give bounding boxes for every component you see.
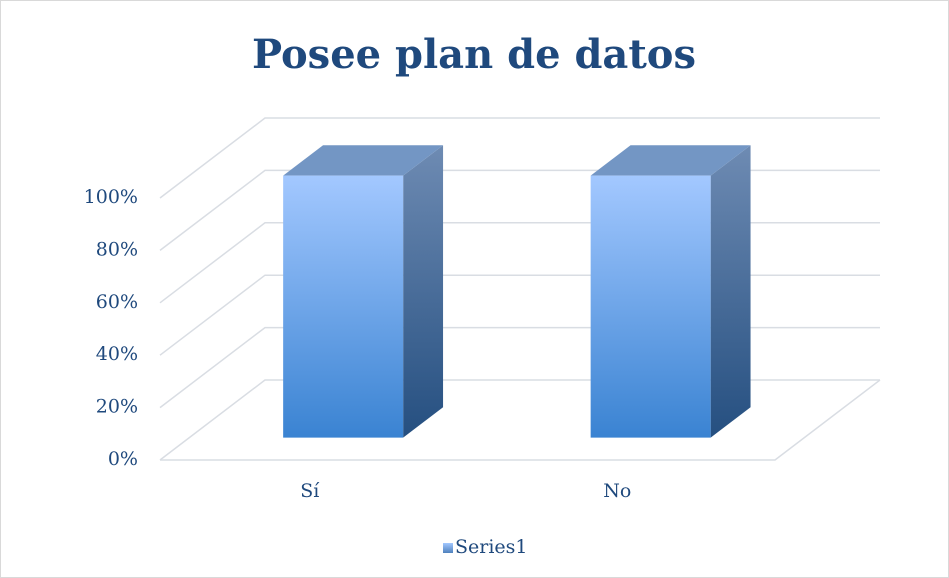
bar-side bbox=[710, 145, 751, 438]
y-tick-label: 60% bbox=[96, 291, 138, 313]
floor-edge bbox=[160, 379, 881, 461]
y-tick-label: 100% bbox=[84, 186, 138, 208]
y-tick-label: 40% bbox=[96, 343, 138, 365]
bar-top bbox=[283, 145, 444, 176]
bar-front bbox=[283, 175, 404, 438]
bar bbox=[283, 145, 444, 438]
x-tick-label: Sí bbox=[300, 480, 320, 502]
bar bbox=[590, 145, 751, 438]
y-tick-label: 80% bbox=[96, 238, 138, 260]
x-tick-label: No bbox=[603, 480, 631, 502]
legend-swatch bbox=[443, 543, 453, 553]
y-tick-label: 0% bbox=[108, 448, 138, 470]
chart-title: Posee plan de datos bbox=[252, 31, 696, 78]
bar-side bbox=[403, 145, 444, 438]
bar-front bbox=[590, 175, 711, 438]
legend-label: Series1 bbox=[455, 536, 528, 558]
bar-top bbox=[590, 145, 751, 176]
grid-line bbox=[159, 117, 880, 199]
y-tick-label: 20% bbox=[96, 396, 138, 418]
